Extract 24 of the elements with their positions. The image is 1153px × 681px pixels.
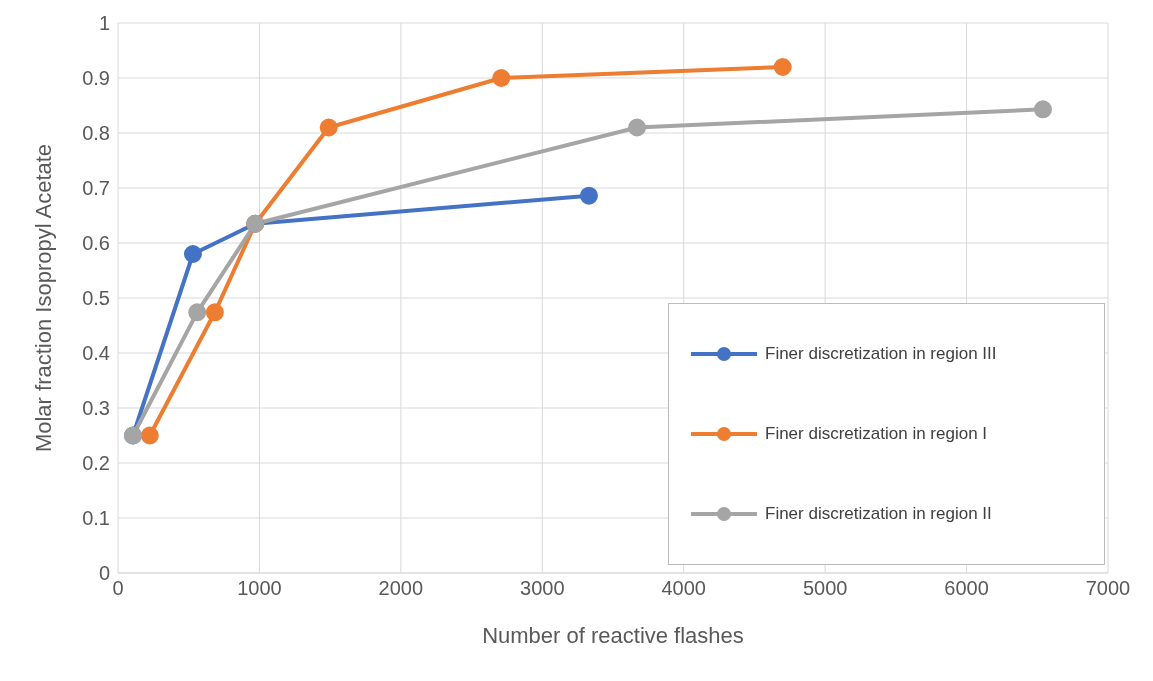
x-tick-label: 6000 bbox=[944, 577, 989, 600]
x-tick-label: 7000 bbox=[1085, 577, 1131, 600]
x-tick-label: 0 bbox=[112, 577, 124, 600]
x-axis-title: Number of reactive flashes bbox=[482, 623, 744, 648]
x-tick-label: 2000 bbox=[378, 577, 424, 600]
y-tick-label: 0.6 bbox=[82, 232, 110, 255]
y-axis-title: Molar fraction Isopropyl Acetate bbox=[30, 143, 56, 453]
y-tick-label: 0.7 bbox=[82, 177, 110, 200]
legend-label: Finer discretization in region III bbox=[765, 344, 997, 364]
x-tick-label: 5000 bbox=[802, 577, 848, 600]
y-tick-label: 0.1 bbox=[82, 507, 110, 530]
x-tick-label: 1000 bbox=[237, 577, 282, 600]
y-tick-label: 0.5 bbox=[82, 287, 110, 310]
y-tick-label: 1 bbox=[98, 12, 110, 35]
y-tick-label: 0.9 bbox=[82, 67, 110, 90]
legend-label: Finer discretization in region I bbox=[765, 424, 988, 444]
y-tick-label: 0 bbox=[98, 562, 110, 585]
x-tick-label: 3000 bbox=[520, 577, 565, 600]
x-tick-label: 4000 bbox=[661, 577, 706, 600]
y-tick-label: 0.8 bbox=[82, 122, 110, 145]
y-tick-label: 0.2 bbox=[82, 452, 110, 475]
y-tick-label: 0.4 bbox=[82, 342, 110, 365]
y-tick-label: 0.3 bbox=[82, 397, 110, 420]
legend-label: Finer discretization in region II bbox=[765, 504, 992, 524]
